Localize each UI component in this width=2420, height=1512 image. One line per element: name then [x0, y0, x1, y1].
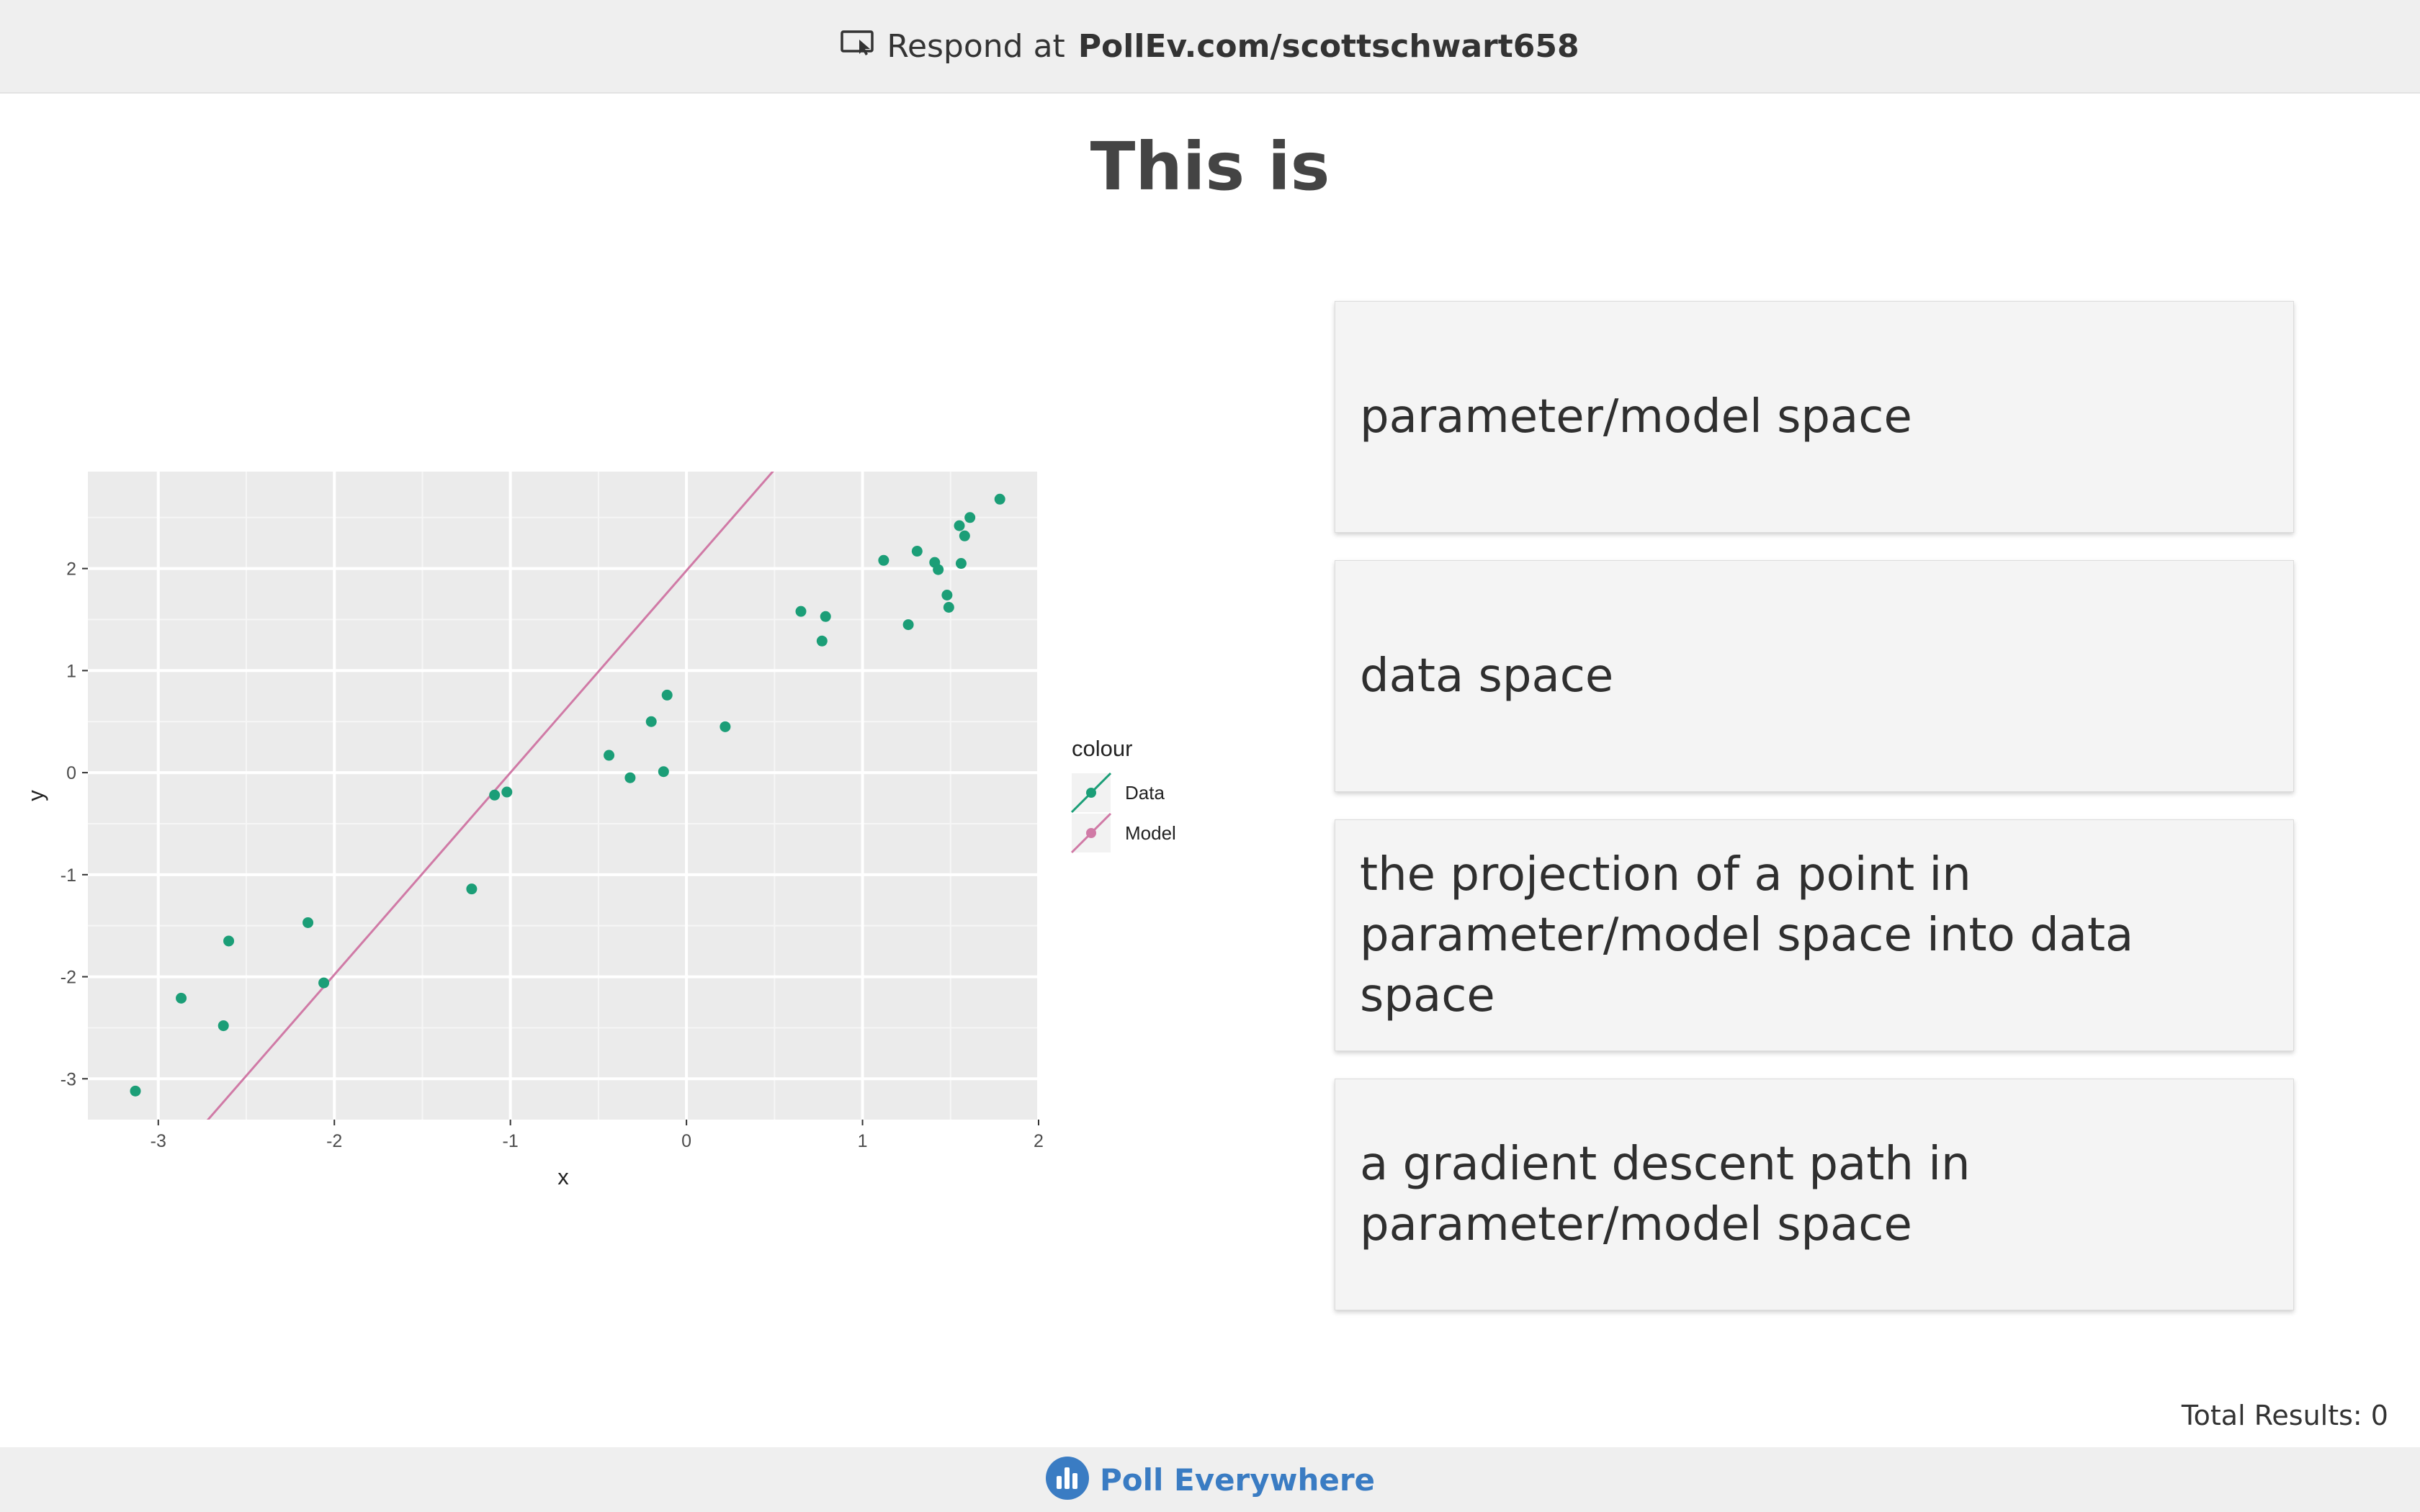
- top-bar: Respond at PollEv.com/scottschwart658: [0, 0, 2420, 94]
- x-tick-label: 1: [858, 1131, 868, 1151]
- y-tick-label: 1: [66, 661, 76, 681]
- data-point: [959, 530, 970, 541]
- data-point: [604, 750, 615, 761]
- x-tick-label: -2: [326, 1131, 342, 1151]
- data-point: [501, 786, 513, 798]
- data-point: [964, 512, 976, 523]
- poll-everywhere-logo-icon: [1045, 1456, 1090, 1503]
- answer-option-2[interactable]: data space: [1335, 560, 2294, 792]
- legend-key-point: [1086, 828, 1096, 838]
- data-point: [902, 619, 914, 631]
- y-tick-label: -1: [60, 865, 76, 886]
- answer-option-label: a gradient descent path in parameter/mod…: [1360, 1138, 1971, 1251]
- legend-key-point: [1086, 788, 1096, 798]
- footer-brand[interactable]: Poll Everywhere: [1099, 1462, 1376, 1498]
- x-tick-label: 0: [681, 1131, 691, 1151]
- data-point: [941, 589, 953, 600]
- data-point: [955, 558, 967, 570]
- total-results: Total Results: 0: [2181, 1400, 2388, 1431]
- y-tick-label: 0: [66, 763, 76, 783]
- data-point: [302, 917, 314, 928]
- data-point: [816, 635, 828, 647]
- legend-entry: Model: [1125, 822, 1176, 844]
- data-point: [661, 689, 673, 701]
- answer-option-4[interactable]: a gradient descent path in parameter/mod…: [1335, 1079, 2294, 1310]
- x-tick-label: -3: [151, 1131, 166, 1151]
- y-tick-label: 2: [66, 559, 76, 580]
- screen-respond-icon: [841, 28, 874, 65]
- footer-bar: Poll Everywhere: [0, 1447, 2420, 1512]
- y-tick-label: -2: [60, 968, 76, 988]
- question-title: This is: [1090, 128, 1330, 205]
- x-tick-label: 2: [1034, 1131, 1044, 1151]
- data-point: [645, 716, 657, 727]
- answer-option-label: the projection of a point in parameter/m…: [1360, 848, 2134, 1022]
- data-point: [466, 883, 478, 895]
- model-line: [206, 472, 774, 1120]
- y-axis-label: y: [23, 790, 48, 801]
- answer-option-3[interactable]: the projection of a point in parameter/m…: [1335, 819, 2294, 1051]
- data-point: [911, 546, 923, 557]
- data-point: [943, 602, 954, 613]
- data-point: [954, 520, 965, 531]
- data-point: [820, 611, 831, 622]
- answer-option-label: data space: [1360, 649, 1614, 703]
- data-point: [318, 977, 330, 989]
- data-point: [994, 493, 1005, 505]
- respond-instruction: Respond at PollEv.com/scottschwart658: [841, 28, 1579, 65]
- x-tick-label: -1: [503, 1131, 519, 1151]
- respond-prefix: Respond at: [887, 27, 1065, 65]
- data-point: [176, 992, 187, 1004]
- scatter-chart: -3 -2 -1 0 1 2 -3 -2 -1 0 1 2 x y colour Data Model: [23, 472, 1176, 1189]
- respond-url[interactable]: PollEv.com/scottschwart658: [1077, 27, 1579, 65]
- y-tick-label: -3: [60, 1069, 76, 1089]
- legend-entry: Data: [1125, 782, 1165, 804]
- legend-title: colour: [1072, 736, 1132, 761]
- data-point: [130, 1085, 141, 1097]
- data-point: [223, 935, 235, 947]
- data-point: [624, 772, 636, 783]
- data-point: [720, 721, 731, 732]
- data-point: [933, 564, 944, 575]
- data-point: [489, 789, 501, 801]
- answer-option-1[interactable]: parameter/model space: [1335, 301, 2294, 533]
- x-axis-label: x: [557, 1164, 569, 1189]
- data-point: [218, 1020, 229, 1032]
- data-point: [795, 606, 807, 617]
- data-point: [878, 554, 889, 566]
- answer-option-label: parameter/model space: [1360, 390, 1912, 444]
- data-point: [658, 766, 669, 778]
